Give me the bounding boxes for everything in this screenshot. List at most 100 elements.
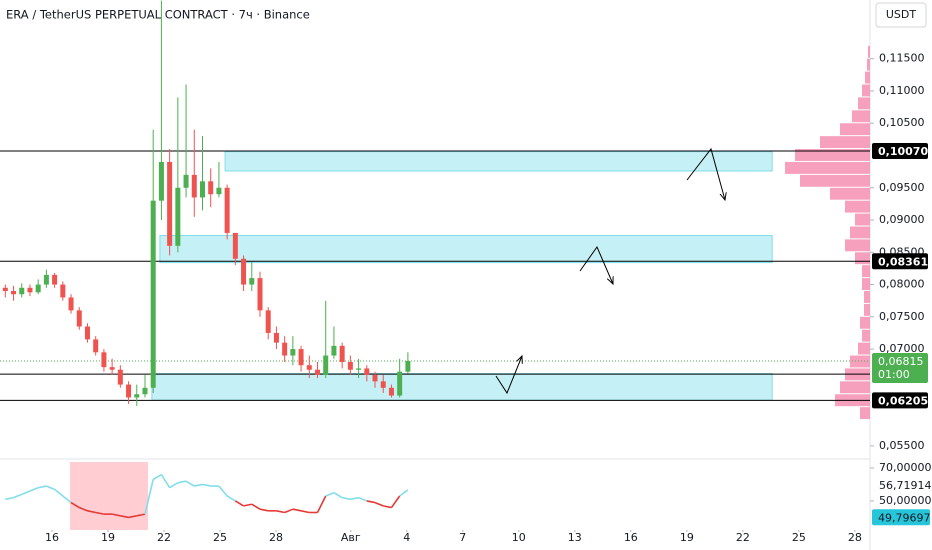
rsi-segment: [358, 496, 368, 502]
rsi-segment: [136, 513, 146, 517]
candle-body: [101, 352, 107, 368]
volume-profile-bar: [864, 303, 870, 316]
candle-body: [273, 332, 279, 343]
candle-body: [306, 365, 312, 370]
rsi-segment: [87, 510, 96, 514]
drawn-arrows: [495, 147, 725, 395]
volume-profile-bar: [867, 58, 870, 71]
currency-label[interactable]: USDT: [886, 8, 917, 21]
rsi-segment: [234, 500, 244, 507]
volume-profile-bar: [862, 329, 870, 342]
candle-body: [19, 287, 25, 295]
rsi-segment: [128, 515, 137, 519]
rsi-segment: [292, 508, 302, 512]
volume-profile-bar: [785, 161, 870, 174]
rsi-segment: [152, 473, 162, 481]
candle-body: [372, 374, 378, 382]
candle-body: [109, 367, 115, 370]
y-tick-label: 0,08000: [879, 278, 925, 291]
osc-tick-label: 50,00000: [879, 494, 932, 507]
volume-profile-bar: [865, 71, 870, 84]
candle-body: [208, 181, 214, 195]
arrow: [495, 356, 522, 395]
candle-body: [167, 161, 173, 246]
candle-body: [216, 187, 222, 195]
level-label: 0,06205: [878, 394, 928, 407]
rsi-segment: [374, 501, 384, 507]
current-price-label: 0,06815: [878, 355, 924, 368]
rsi-segment: [251, 503, 261, 510]
x-tick-label: 25: [213, 531, 227, 544]
candle-body: [134, 394, 140, 398]
volume-profile-bar: [845, 239, 870, 252]
volume-profile-bar: [852, 110, 870, 123]
osc-tick-label: 70,00000: [879, 461, 932, 474]
candle-body: [60, 284, 66, 298]
rsi-value-label: 56,71914: [879, 479, 932, 492]
volume-profile-bar: [860, 407, 870, 420]
candle-body: [93, 339, 99, 353]
level-label-box: [872, 142, 928, 159]
rsi-segment: [316, 495, 327, 513]
currency-button[interactable]: [875, 2, 927, 28]
volume-profile-bar: [862, 265, 870, 278]
volume-profile-bar: [862, 84, 870, 97]
candle-body: [191, 174, 197, 198]
x-tick-label: 16: [45, 531, 59, 544]
volume-profile-bar: [850, 226, 870, 239]
rsi-segment: [95, 511, 105, 515]
rsi-segment: [341, 496, 351, 501]
candle-body: [11, 291, 17, 295]
rsi-segment: [185, 480, 195, 487]
chart-title: ERA / TetherUS PERPETUAL CONTRACT · 7ч ·…: [6, 8, 310, 22]
signal-box: [872, 509, 930, 526]
candle-body: [43, 274, 49, 285]
rsi-segment: [399, 489, 409, 497]
x-tick-label: Авг: [341, 531, 361, 544]
zone: [224, 151, 773, 172]
axes: 0,115000,110000,105000,095000,090000,085…: [45, 52, 931, 544]
candle-body: [364, 368, 370, 375]
volume-profile-bar: [820, 136, 870, 149]
candle-body: [347, 361, 353, 370]
volume-profile-bar: [850, 355, 870, 368]
y-tick-label: 0,11000: [879, 84, 925, 97]
volume-profile-bar: [862, 278, 870, 291]
candle-body: [199, 181, 205, 198]
candle-body: [257, 278, 263, 311]
rsi-segment: [300, 510, 310, 514]
x-tick-label: 25: [792, 531, 806, 544]
rsi-segment: [276, 510, 285, 514]
x-tick-label: 4: [403, 531, 410, 544]
volume-profile-bar: [855, 213, 870, 226]
level-label-box: [872, 392, 928, 409]
candle-body: [249, 278, 255, 285]
volume-profile-bar: [864, 291, 870, 303]
rsi-segment: [29, 486, 39, 492]
volume-profile-bar: [840, 123, 870, 136]
candle-body: [52, 274, 58, 285]
level-label-box: [872, 253, 928, 270]
rsi-segment: [383, 505, 392, 509]
candle-body: [158, 161, 164, 201]
x-tick-label: 19: [101, 531, 115, 544]
y-tick-label: 0,07000: [879, 342, 925, 355]
rsi-segment: [177, 480, 187, 484]
rsi-segment: [160, 474, 171, 489]
volume-profile-bar: [858, 97, 870, 110]
rsi-segment: [284, 508, 294, 514]
rsi-segment: [46, 485, 55, 491]
y-tick-label: 0,07500: [879, 310, 925, 323]
x-tick-label: 7: [459, 531, 466, 544]
candle-body: [298, 349, 304, 366]
rsi-segment: [194, 483, 203, 487]
price-pane: [0, 0, 870, 420]
rsi-segment: [390, 495, 401, 509]
volume-profile-bar: [795, 149, 870, 161]
candle-body: [84, 326, 90, 340]
rsi-segment: [366, 500, 376, 504]
rsi-segment: [226, 495, 236, 502]
x-tick-label: 16: [624, 531, 638, 544]
volume-profile-bar: [860, 316, 870, 329]
